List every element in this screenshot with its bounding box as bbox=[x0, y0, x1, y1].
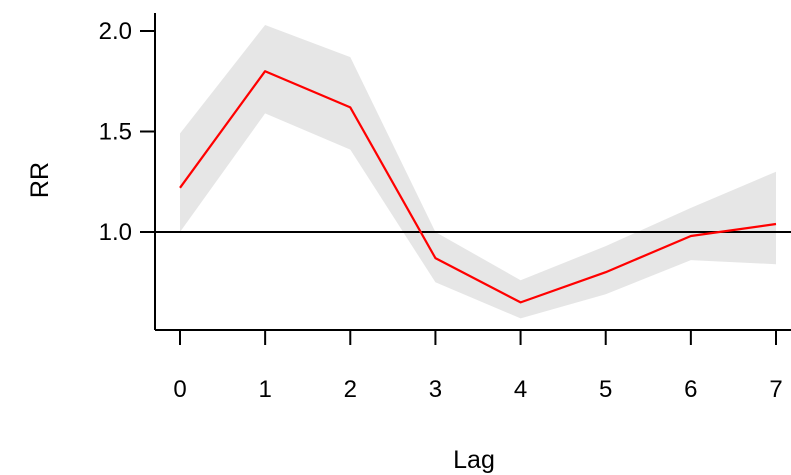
y-tick-label: 1.5 bbox=[99, 119, 132, 146]
y-axis-label: RR bbox=[26, 162, 54, 198]
y-tick-label: 1.0 bbox=[99, 219, 132, 246]
x-axis-label: Lag bbox=[453, 446, 495, 474]
axes-layer bbox=[154, 13, 791, 331]
x-tick-label: 0 bbox=[173, 376, 186, 403]
rr-series-line bbox=[179, 70, 777, 304]
x-tick-label: 6 bbox=[684, 376, 697, 403]
x-tick-label: 7 bbox=[769, 376, 782, 403]
rr-line-layer bbox=[179, 70, 777, 304]
y-ticks-layer: 1.0 1.5 2.0 bbox=[99, 18, 155, 246]
x-tick-label: 3 bbox=[429, 376, 442, 403]
x-ticks-layer: 0 1 2 3 4 5 6 7 bbox=[173, 330, 783, 403]
confidence-band bbox=[180, 25, 776, 319]
x-tick-label: 1 bbox=[258, 376, 271, 403]
x-tick-label: 5 bbox=[599, 376, 612, 403]
x-tick-label: 4 bbox=[514, 376, 527, 403]
x-tick-label: 2 bbox=[344, 376, 357, 403]
y-tick-label: 2.0 bbox=[99, 18, 132, 45]
confidence-band-layer bbox=[180, 25, 776, 319]
